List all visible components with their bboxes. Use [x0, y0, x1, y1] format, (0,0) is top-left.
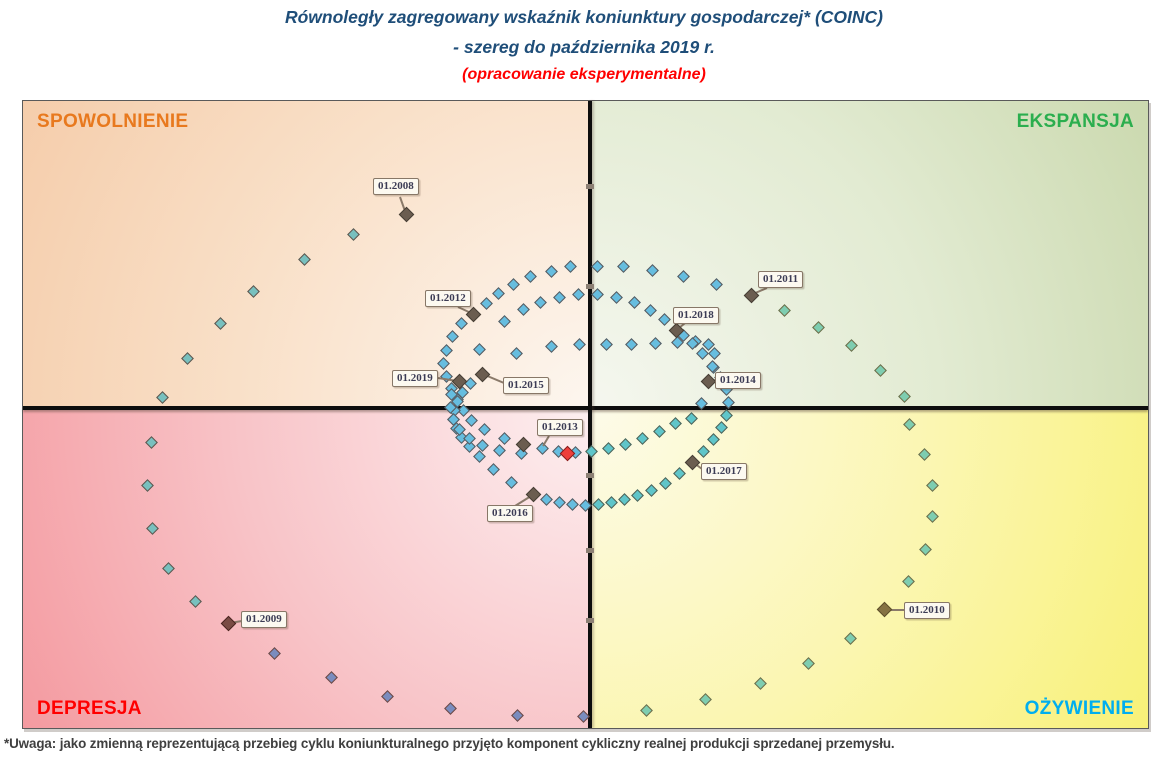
- vertical-axis-tick: [586, 618, 594, 623]
- vertical-axis-tick: [586, 184, 594, 189]
- vertical-axis-tick: [586, 284, 594, 289]
- title-line-3: (opracowanie eksperymentalne): [462, 66, 706, 83]
- business-cycle-clock-plot: SPOWOLNIENIE EKSPANSJA DEPRESJA OŻYWIENI…: [22, 100, 1149, 729]
- chart-title: Równoległy zagregowany wskaźnik koniunkt…: [0, 4, 1168, 84]
- vertical-axis-tick: [586, 473, 594, 478]
- quadrant-expansion: [590, 101, 1148, 408]
- quadrant-label-depression: DEPRESJA: [37, 698, 142, 719]
- quadrant-label-recovery: OŻYWIENIE: [1024, 698, 1134, 719]
- title-line-1: Równoległy zagregowany wskaźnik koniunkt…: [284, 7, 884, 27]
- callout-01.2012: 01.2012: [425, 290, 471, 307]
- callout-01.2010: 01.2010: [904, 602, 950, 619]
- horizontal-axis: [23, 406, 1148, 410]
- callout-01.2013: 01.2013: [537, 419, 583, 436]
- title-line-2: - szereg do października 2019 r.: [453, 37, 715, 57]
- callout-01.2019: 01.2019: [392, 370, 438, 387]
- quadrant-label-expansion: EKSPANSJA: [1016, 111, 1134, 132]
- callout-01.2016: 01.2016: [487, 505, 533, 522]
- quadrant-depression: [23, 408, 590, 728]
- quadrant-label-slowdown: SPOWOLNIENIE: [37, 111, 189, 132]
- callout-01.2011: 01.2011: [758, 271, 804, 288]
- quadrant-recovery: [590, 408, 1148, 728]
- callout-01.2009: 01.2009: [241, 611, 287, 628]
- callout-01.2018: 01.2018: [673, 307, 719, 324]
- callout-01.2008: 01.2008: [373, 178, 419, 195]
- callout-01.2017: 01.2017: [701, 463, 747, 480]
- callout-01.2014: 01.2014: [715, 372, 761, 389]
- vertical-axis-tick: [586, 548, 594, 553]
- callout-01.2015: 01.2015: [503, 377, 549, 394]
- vertical-axis: [588, 101, 592, 728]
- footnote: *Uwaga: jako zmienną reprezentującą prze…: [4, 736, 895, 751]
